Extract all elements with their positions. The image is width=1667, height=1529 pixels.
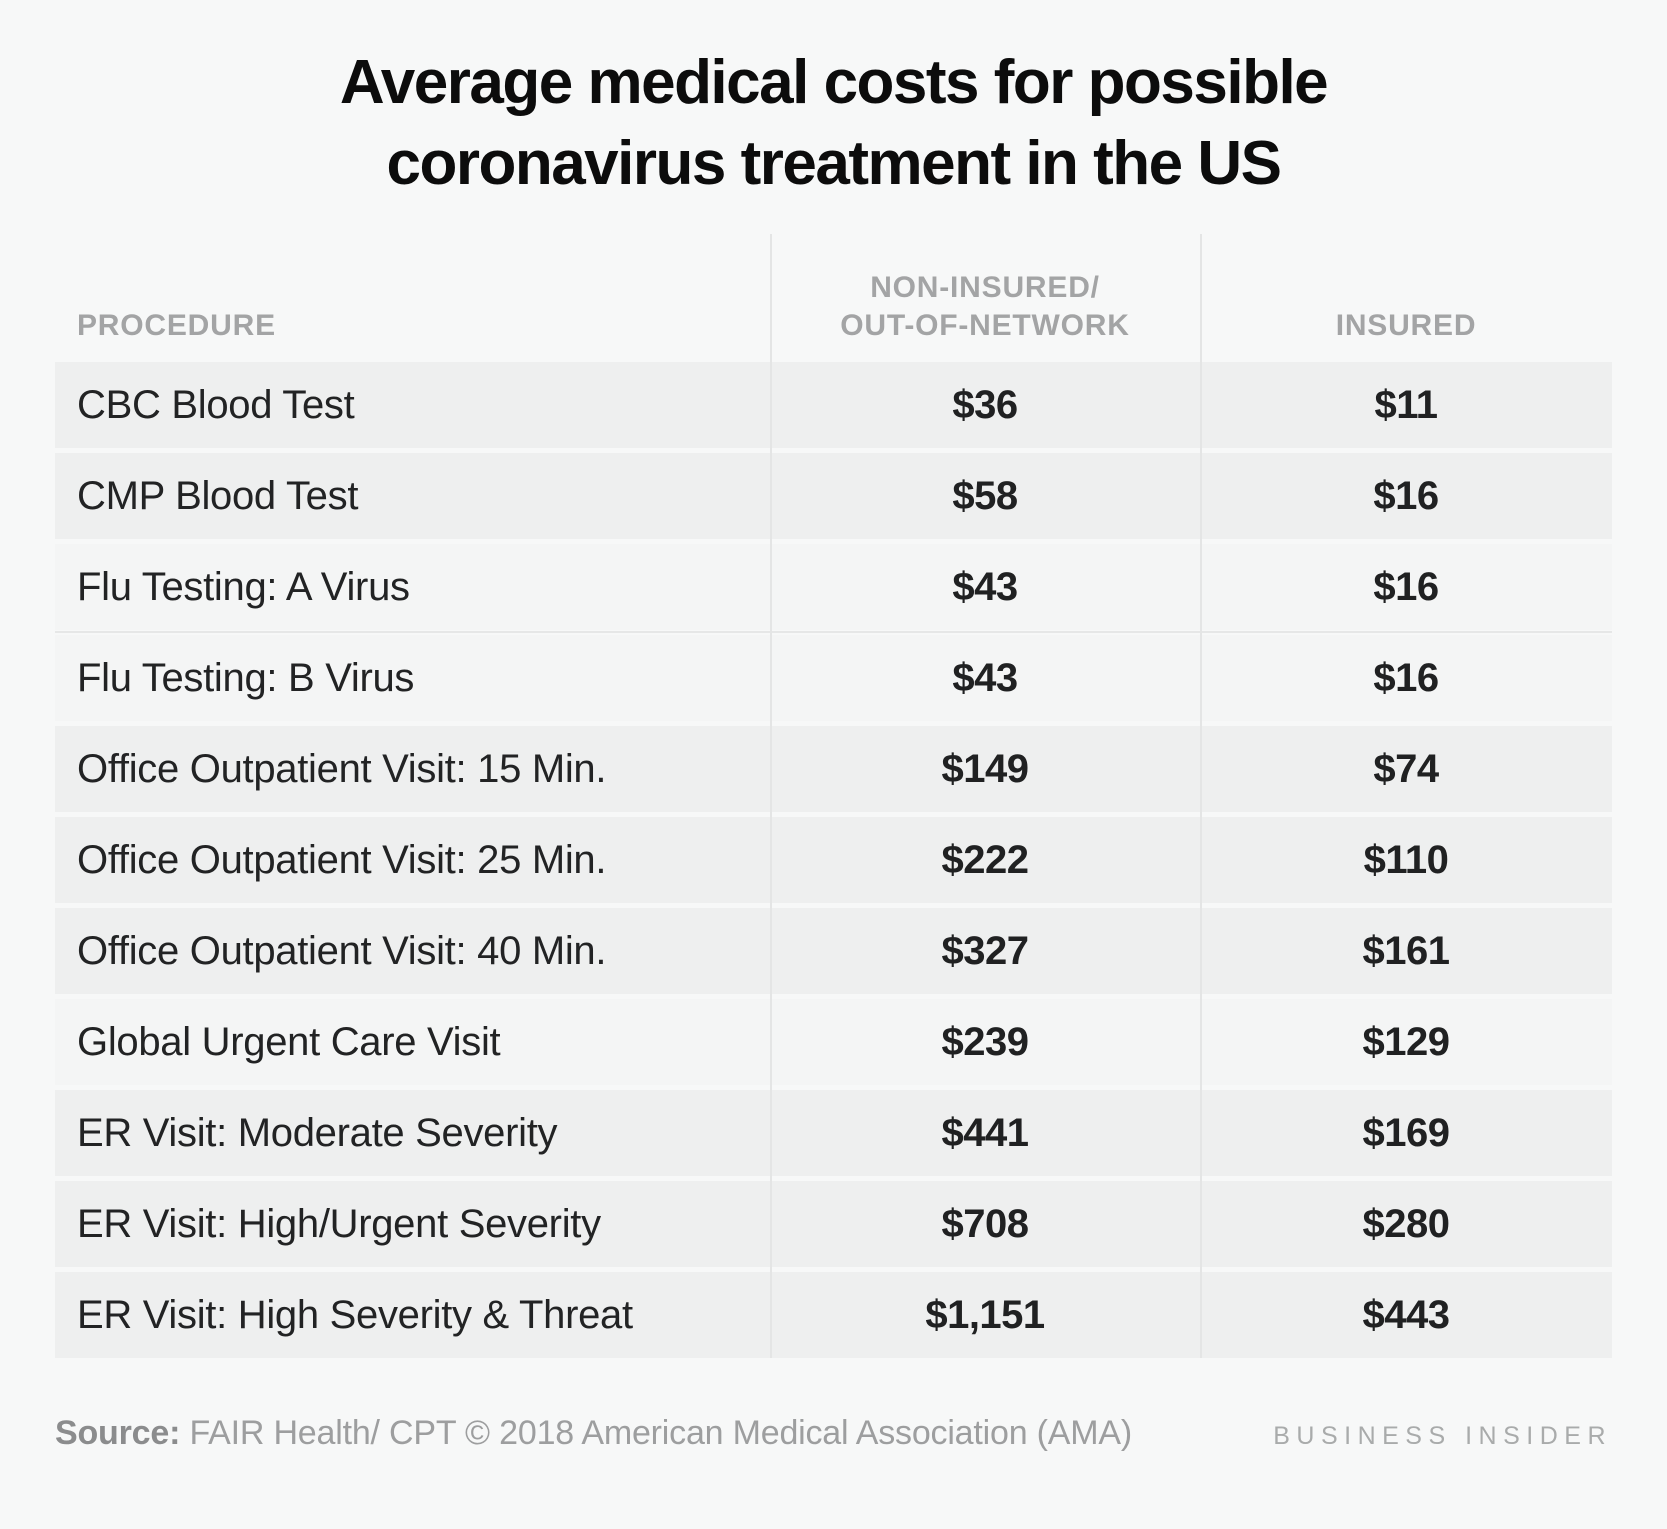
table-row: ER Visit: Moderate Severity $441 $169 <box>55 1090 1612 1177</box>
insured-value: $11 <box>1374 382 1438 427</box>
non-insured-value: $222 <box>941 837 1029 882</box>
column-divider-2 <box>1200 234 1202 1359</box>
column-header-non-insured-line2: OUT-OF-NETWORK <box>840 308 1130 342</box>
procedure-cell: CBC Blood Test <box>77 382 355 427</box>
table-row: Office Outpatient Visit: 25 Min. $222 $110 <box>55 817 1612 904</box>
table-row: Office Outpatient Visit: 40 Min. $327 $161 <box>55 908 1612 995</box>
page-title: Average medical costs for possible coron… <box>339 48 1329 199</box>
infographic-page: { "title": "Average medical costs for po… <box>0 42 1667 1529</box>
procedure-cell: Office Outpatient Visit: 25 Min. <box>77 837 607 882</box>
procedure-cell: Office Outpatient Visit: 15 Min. <box>77 746 607 791</box>
non-insured-value: $327 <box>941 928 1029 973</box>
column-header-insured: INSURED <box>1335 308 1477 342</box>
column-header-non-insured-line1: NON-INSURED/ <box>870 271 1100 305</box>
source-label: Source: <box>55 1414 181 1453</box>
non-insured-value: $36 <box>952 382 1018 427</box>
table-row: CBC Blood Test $36 $11 <box>55 362 1612 449</box>
table-row: Flu Testing: A Virus $43 $16 <box>55 544 1612 631</box>
source-text: FAIR Health/ CPT © 2018 American Medical… <box>189 1414 1132 1453</box>
insured-value: $280 <box>1362 1201 1450 1246</box>
column-header-non-insured: NON-INSURED/ OUT-OF-NETWORK <box>770 269 1200 344</box>
non-insured-value: $149 <box>941 746 1029 791</box>
procedure-cell: CMP Blood Test <box>77 473 359 518</box>
table-row: ER Visit: High Severity & Threat $1,151 $4… <box>55 1272 1612 1359</box>
procedure-cell: Flu Testing: B Virus <box>77 655 415 700</box>
procedure-cell: Office Outpatient Visit: 40 Min. <box>77 928 607 973</box>
table-row: ER Visit: High/Urgent Severity $708 $280 <box>55 1181 1612 1268</box>
non-insured-value: $1,151 <box>925 1292 1045 1337</box>
table-row: Office Outpatient Visit: 15 Min. $149 $74 <box>55 726 1612 813</box>
business-insider-logo: BUSINESS INSIDER <box>1273 1422 1612 1451</box>
table-row: Flu Testing: B Virus $43 $16 <box>55 635 1612 722</box>
non-insured-value: $43 <box>952 655 1018 700</box>
procedure-cell: ER Visit: Moderate Severity <box>77 1110 558 1155</box>
table-row: CMP Blood Test $58 $16 <box>55 453 1612 540</box>
row-separator <box>55 630 1612 636</box>
non-insured-value: $441 <box>941 1110 1029 1155</box>
procedure-cell: ER Visit: High/Urgent Severity <box>77 1201 601 1246</box>
footer: Source: FAIR Health/ CPT © 2018 American… <box>55 1414 1612 1453</box>
column-divider-1 <box>770 234 772 1359</box>
procedure-cell: Flu Testing: A Virus <box>77 564 410 609</box>
table-body: CBC Blood Test $36 $11 CMP Blood Test $58 $16… <box>55 362 1612 1359</box>
table-header-row: PROCEDURE NON-INSURED/ OUT-OF-NETWORK IN… <box>55 230 1612 362</box>
column-header-procedure: PROCEDURE <box>77 308 276 342</box>
non-insured-value: $43 <box>952 564 1018 609</box>
insured-value: $129 <box>1362 1019 1450 1064</box>
insured-value: $16 <box>1373 473 1439 518</box>
insured-value: $110 <box>1363 837 1449 882</box>
insured-value: $169 <box>1362 1110 1450 1155</box>
insured-value: $74 <box>1373 746 1439 791</box>
procedure-cell: Global Urgent Care Visit <box>77 1019 501 1064</box>
insured-value: $443 <box>1362 1292 1450 1337</box>
procedure-cell: ER Visit: High Severity & Threat <box>77 1292 633 1337</box>
source-line: Source: FAIR Health/ CPT © 2018 American… <box>55 1414 1132 1453</box>
table-row: Global Urgent Care Visit $239 $129 <box>55 999 1612 1086</box>
cost-table: PROCEDURE NON-INSURED/ OUT-OF-NETWORK IN… <box>55 230 1612 1359</box>
insured-value: $16 <box>1373 655 1439 700</box>
non-insured-value: $58 <box>952 473 1018 518</box>
insured-value: $161 <box>1362 928 1450 973</box>
non-insured-value: $708 <box>941 1201 1029 1246</box>
insured-value: $16 <box>1373 564 1439 609</box>
non-insured-value: $239 <box>941 1019 1029 1064</box>
